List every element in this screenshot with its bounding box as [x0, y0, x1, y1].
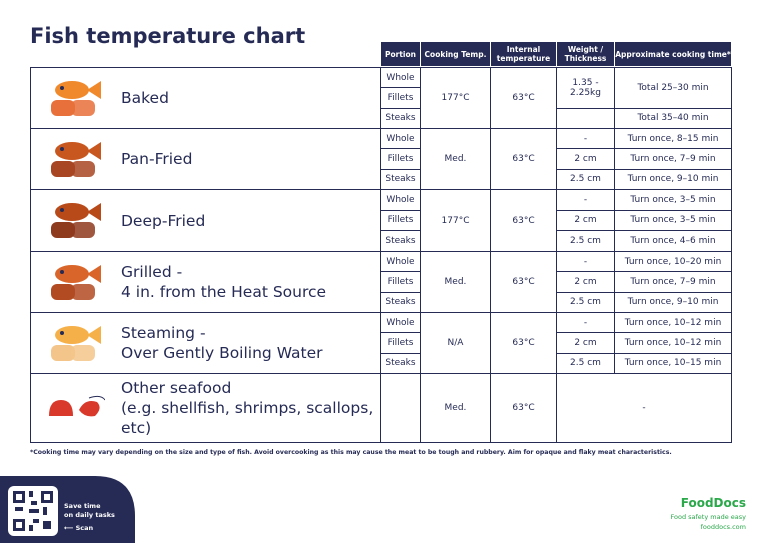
- time: Turn once, 10–15 min: [614, 352, 732, 374]
- weight: 2.5 cm: [556, 230, 615, 252]
- method-cell: Deep-Fried: [30, 189, 381, 252]
- time: Turn once, 3–5 min: [614, 209, 732, 232]
- cooking-temp: 177°C: [420, 67, 491, 129]
- internal-temp: 63°C: [490, 189, 557, 252]
- promo-line: Save time: [64, 502, 101, 510]
- method-name: 4 in. from the Heat Source: [121, 283, 327, 301]
- weight: -: [556, 189, 615, 211]
- portion: Steaks: [380, 168, 421, 190]
- weight: 2.5 cm: [556, 352, 615, 374]
- method-name: (e.g. shellfish, shrimps, scallops, etc): [121, 399, 374, 437]
- method-cell: Steaming - Over Gently Boiling Water: [30, 312, 381, 374]
- portion: Fillets: [380, 271, 421, 293]
- portion: Steaks: [380, 291, 421, 313]
- method-cell: Pan-Fried: [30, 128, 381, 190]
- weight: 2 cm: [556, 271, 615, 293]
- weight: -: [556, 312, 615, 334]
- brand-tagline: Food safety made easy: [670, 513, 747, 521]
- weight: 2.5 cm: [556, 168, 615, 190]
- column-header: Portion: [380, 41, 421, 67]
- weight: -: [556, 128, 615, 150]
- cooking-temp: N/A: [420, 312, 491, 374]
- time: Total 25–30 min: [614, 67, 732, 109]
- time: Turn once, 3–5 min: [614, 189, 732, 211]
- method-name: Pan-Fried: [121, 150, 193, 168]
- internal-temp: 63°C: [490, 67, 557, 129]
- weight: -: [556, 251, 615, 273]
- portion: Fillets: [380, 209, 421, 232]
- method-cell: Grilled - 4 in. from the Heat Source: [30, 251, 381, 313]
- weight-time: -: [556, 373, 732, 443]
- portion: Whole: [380, 128, 421, 150]
- portion: Fillets: [380, 148, 421, 170]
- seafood-icon: [49, 395, 105, 417]
- method-name: Grilled -: [121, 263, 183, 281]
- time: Turn once, 4–6 min: [614, 230, 732, 252]
- promo-banner: [0, 476, 135, 543]
- cooking-temp: Med.: [420, 128, 491, 190]
- portion: Fillets: [380, 87, 421, 109]
- fish-icon: [51, 265, 101, 300]
- internal-temp: 63°C: [490, 128, 557, 190]
- portion: Whole: [380, 251, 421, 273]
- internal-temp: 63°C: [490, 312, 557, 374]
- time: Turn once, 9–10 min: [614, 168, 732, 190]
- method-cell: Baked: [30, 67, 381, 129]
- column-header: Internal temperature: [490, 41, 557, 67]
- method-name: Other seafood: [121, 379, 232, 397]
- weight: 2 cm: [556, 148, 615, 170]
- time: Turn once, 10–20 min: [614, 251, 732, 273]
- time: Turn once, 7–9 min: [614, 148, 732, 170]
- fish-icon: [51, 142, 101, 177]
- method-name: Deep-Fried: [121, 211, 206, 230]
- time: Turn once, 10–12 min: [614, 312, 732, 334]
- portion: Steaks: [380, 230, 421, 252]
- weight: 2.5 cm: [556, 291, 615, 313]
- time: Turn once, 8–15 min: [614, 128, 732, 150]
- portion: Steaks: [380, 107, 421, 129]
- time: Turn once, 10–12 min: [614, 332, 732, 354]
- promo-text: Save time on daily tasks ⟵ Scan: [64, 502, 115, 533]
- internal-temp: 63°C: [490, 373, 557, 443]
- portion: Fillets: [380, 332, 421, 354]
- portion: Steaks: [380, 352, 421, 374]
- internal-temp: 63°C: [490, 251, 557, 313]
- column-header: Weight / Thickness: [556, 41, 615, 67]
- fish-icon: [51, 326, 101, 361]
- method-name: Over Gently Boiling Water: [121, 344, 323, 362]
- cooking-temp: Med.: [420, 251, 491, 313]
- column-header: Cooking Temp.: [420, 41, 491, 67]
- time: Total 35–40 min: [614, 107, 732, 129]
- promo-line: on daily tasks: [64, 511, 115, 519]
- footnote: *Cooking time may vary depending on the …: [30, 449, 672, 456]
- title: Fish temperature chart: [30, 24, 306, 48]
- weight: 2 cm: [556, 209, 615, 232]
- portion: Whole: [380, 189, 421, 211]
- weight: [556, 107, 615, 129]
- cooking-temp: 177°C: [420, 189, 491, 252]
- fish-icon: [51, 81, 101, 116]
- fish-icon: [51, 203, 101, 238]
- column-header: Approximate cooking time*: [614, 41, 732, 67]
- scan-label[interactable]: ⟵ Scan: [64, 524, 94, 532]
- portion: [380, 373, 421, 443]
- portion: Whole: [380, 67, 421, 89]
- brand-url[interactable]: fooddocs.com: [700, 523, 746, 531]
- cooking-temp: Med.: [420, 373, 491, 443]
- time: Turn once, 7–9 min: [614, 271, 732, 293]
- method-cell: Other seafood (e.g. shellfish, shrimps, s…: [30, 373, 381, 443]
- weight: 2 cm: [556, 332, 615, 354]
- time: Turn once, 9–10 min: [614, 291, 732, 313]
- method-name: Steaming -: [121, 324, 206, 342]
- weight: 1.35 - 2.25kg: [556, 67, 615, 109]
- brand-name: FoodDocs: [680, 496, 746, 510]
- portion: Whole: [380, 312, 421, 334]
- brand: FoodDocs Food safety made easy fooddocs.…: [671, 496, 747, 531]
- method-name: Baked: [121, 89, 169, 107]
